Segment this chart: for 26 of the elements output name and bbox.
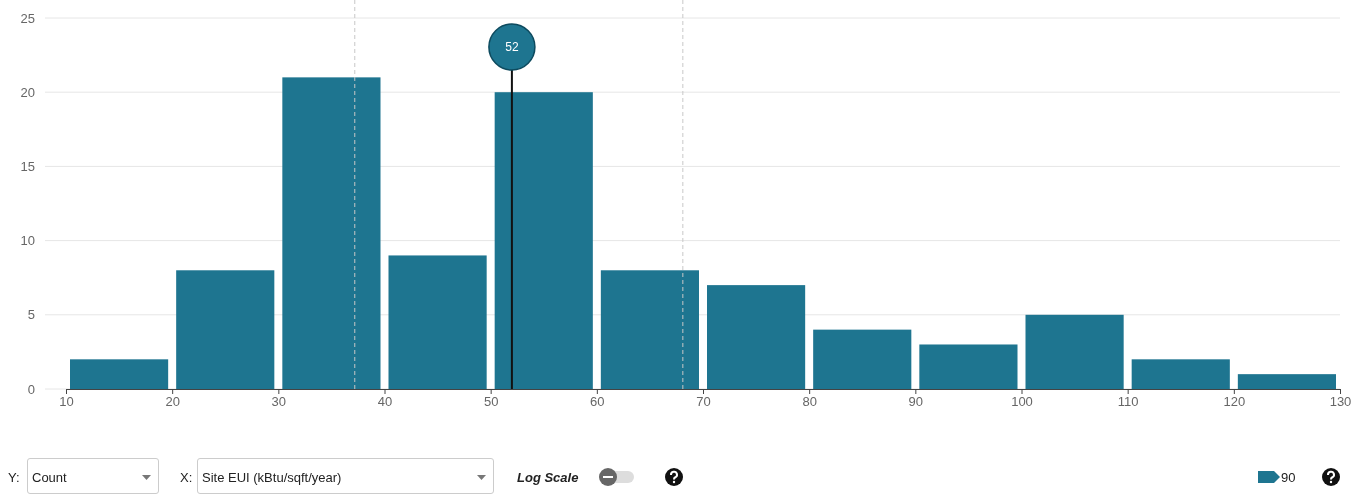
y-tick-label: 15 xyxy=(20,159,35,175)
text: 90 xyxy=(1281,470,1296,485)
x-tick-label: 60 xyxy=(590,394,605,410)
y-tick-label: 5 xyxy=(27,307,35,323)
x-tick-label: 110 xyxy=(1117,394,1139,410)
x-tick-label: 50 xyxy=(483,394,499,410)
x-tick-label: 40 xyxy=(377,394,393,410)
x-tick-label: 90 xyxy=(908,394,924,410)
x-tick-label: 120 xyxy=(1223,394,1246,410)
x-tick-label: 20 xyxy=(165,394,180,410)
x-tick-label: 100 xyxy=(1011,394,1033,410)
x-tick-label: 30 xyxy=(271,394,287,410)
y-tick-label: 0 xyxy=(27,381,35,397)
ref-line-label: 52 xyxy=(505,40,519,54)
x-tick-label: 70 xyxy=(696,394,711,410)
x-tick-label: 80 xyxy=(802,394,817,410)
text: X: xyxy=(180,470,193,485)
text: Log Scale xyxy=(517,470,579,485)
y-tick-label: 25 xyxy=(20,10,35,26)
text: Site EUI (kBtu/sqft/year) xyxy=(202,470,342,485)
y-tick-label: 10 xyxy=(20,233,35,249)
text: Y: xyxy=(8,470,20,485)
y-tick-label: 20 xyxy=(20,84,35,100)
x-tick-label: 130 xyxy=(1329,394,1352,410)
x-tick-label: 10 xyxy=(59,394,74,410)
text: Count xyxy=(32,470,67,485)
